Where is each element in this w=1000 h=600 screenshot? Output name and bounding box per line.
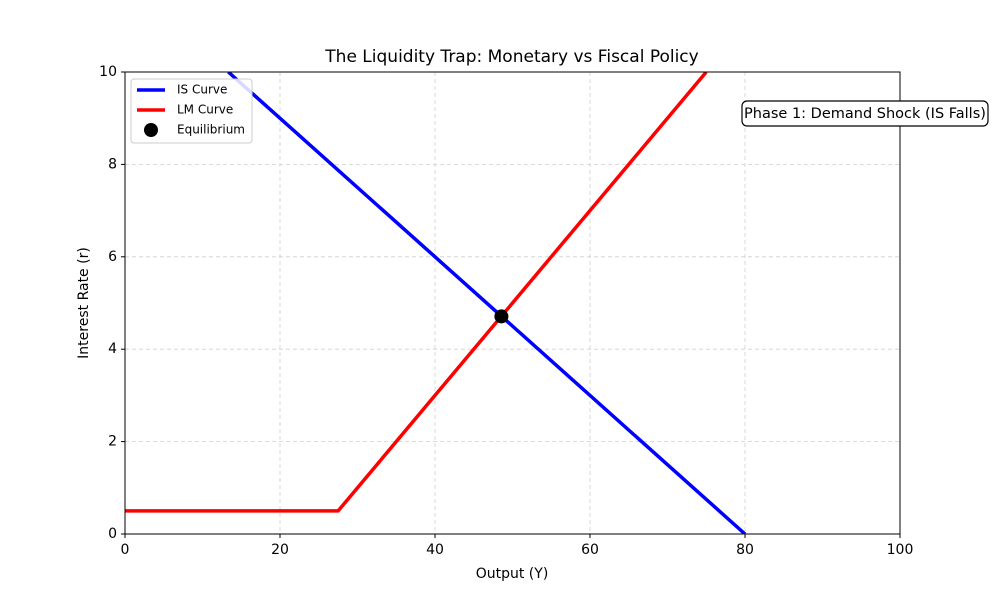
y-tick-label: 8	[108, 156, 117, 172]
x-tick-label: 80	[736, 542, 754, 558]
legend-marker	[144, 123, 158, 137]
x-tick-label: 40	[426, 542, 444, 558]
x-tick-label: 100	[887, 542, 914, 558]
legend-box	[130, 78, 253, 144]
y-axis-label: Interest Rate (r)	[76, 247, 92, 359]
annotation: Phase 1: Demand Shock (IS Falls)	[744, 106, 986, 122]
y-tick-label: 10	[99, 64, 117, 80]
chart-title: The Liquidity Trap: Monetary vs Fiscal P…	[324, 47, 698, 67]
annotation-box	[741, 100, 989, 127]
y-tick-label: 2	[108, 434, 117, 450]
legend-label: LM Curve	[177, 103, 233, 117]
line-series	[227, 72, 747, 534]
line-series	[125, 72, 708, 513]
y-tick-label: 4	[108, 341, 117, 357]
x-tick-label: 20	[271, 542, 289, 558]
legend-label: IS Curve	[177, 83, 227, 97]
x-tick-label: 0	[121, 542, 130, 558]
x-tick-label: 60	[581, 542, 599, 558]
y-tick-label: 0	[108, 526, 117, 542]
axes-frame	[124, 71, 901, 535]
x-axis-label: Output (Y)	[476, 566, 549, 582]
y-tick-label: 6	[108, 249, 117, 265]
legend-label: Equilibrium	[177, 123, 245, 137]
point	[494, 309, 509, 324]
plot-area	[125, 72, 747, 534]
